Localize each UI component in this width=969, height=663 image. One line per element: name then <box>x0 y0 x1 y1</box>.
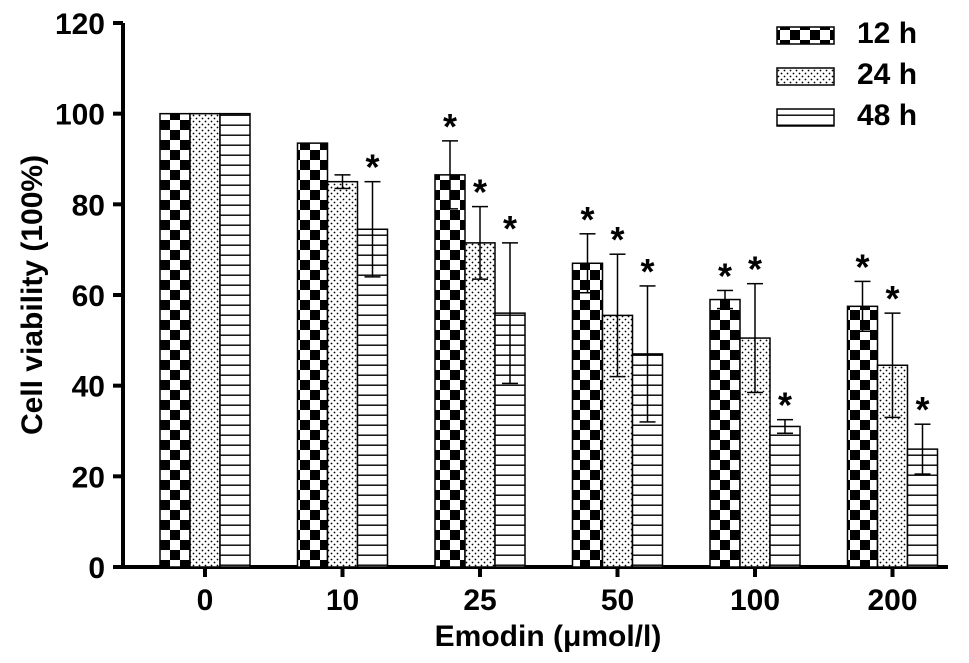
significance-marker: * <box>503 208 517 249</box>
bar <box>464 242 496 568</box>
x-axis-label: Emodin (μmol/l) <box>435 620 662 653</box>
bar <box>189 112 221 568</box>
x-tick-label: 0 <box>197 584 214 617</box>
legend-swatch <box>776 67 835 86</box>
y-tick-label: 100 <box>55 99 105 132</box>
x-tick-label: 200 <box>867 584 917 617</box>
y-tick-label: 120 <box>55 8 105 41</box>
legend-label: 12 h <box>857 17 917 50</box>
significance-marker: * <box>718 255 732 296</box>
significance-marker: * <box>580 199 594 240</box>
significance-marker: * <box>748 249 762 290</box>
y-tick-label: 80 <box>72 189 105 222</box>
significance-marker: * <box>778 385 792 426</box>
significance-marker: * <box>610 219 624 260</box>
legend: 12 h 24 h 48 h <box>776 17 917 132</box>
y-tick-label: 0 <box>88 552 105 585</box>
significance-marker: * <box>443 106 457 147</box>
significance-marker: * <box>855 246 869 287</box>
bar <box>571 262 604 568</box>
y-axis: 0 20 40 60 80 100 120 <box>55 8 125 585</box>
bar <box>296 142 329 568</box>
significance-marker: * <box>915 389 929 430</box>
x-tick-label: 25 <box>463 584 496 617</box>
bar <box>219 112 251 568</box>
bar <box>769 425 801 568</box>
x-axis: 0 10 25 50 100 200 <box>121 565 948 617</box>
legend-swatch <box>776 26 835 45</box>
x-tick-label: 10 <box>326 584 359 617</box>
y-tick-label: 20 <box>72 461 105 494</box>
bar <box>709 298 741 568</box>
significance-marker: * <box>365 147 379 188</box>
legend-swatch <box>776 108 835 127</box>
bar <box>846 305 879 568</box>
y-tick-label: 60 <box>72 280 105 313</box>
significance-marker: * <box>885 278 899 319</box>
y-axis-label: Cell viability (100%) <box>16 155 49 435</box>
bar <box>356 228 389 568</box>
x-tick-label: 100 <box>730 584 780 617</box>
significance-marker: * <box>473 172 487 213</box>
bars: * * * * * * * * * * * * * <box>159 106 939 568</box>
bar <box>159 112 191 568</box>
y-tick-label: 40 <box>72 371 105 404</box>
x-tick-label: 50 <box>601 584 634 617</box>
legend-label: 48 h <box>857 99 917 132</box>
bar <box>434 174 466 568</box>
bar <box>326 180 359 568</box>
significance-marker: * <box>640 251 654 292</box>
legend-label: 24 h <box>857 58 917 91</box>
